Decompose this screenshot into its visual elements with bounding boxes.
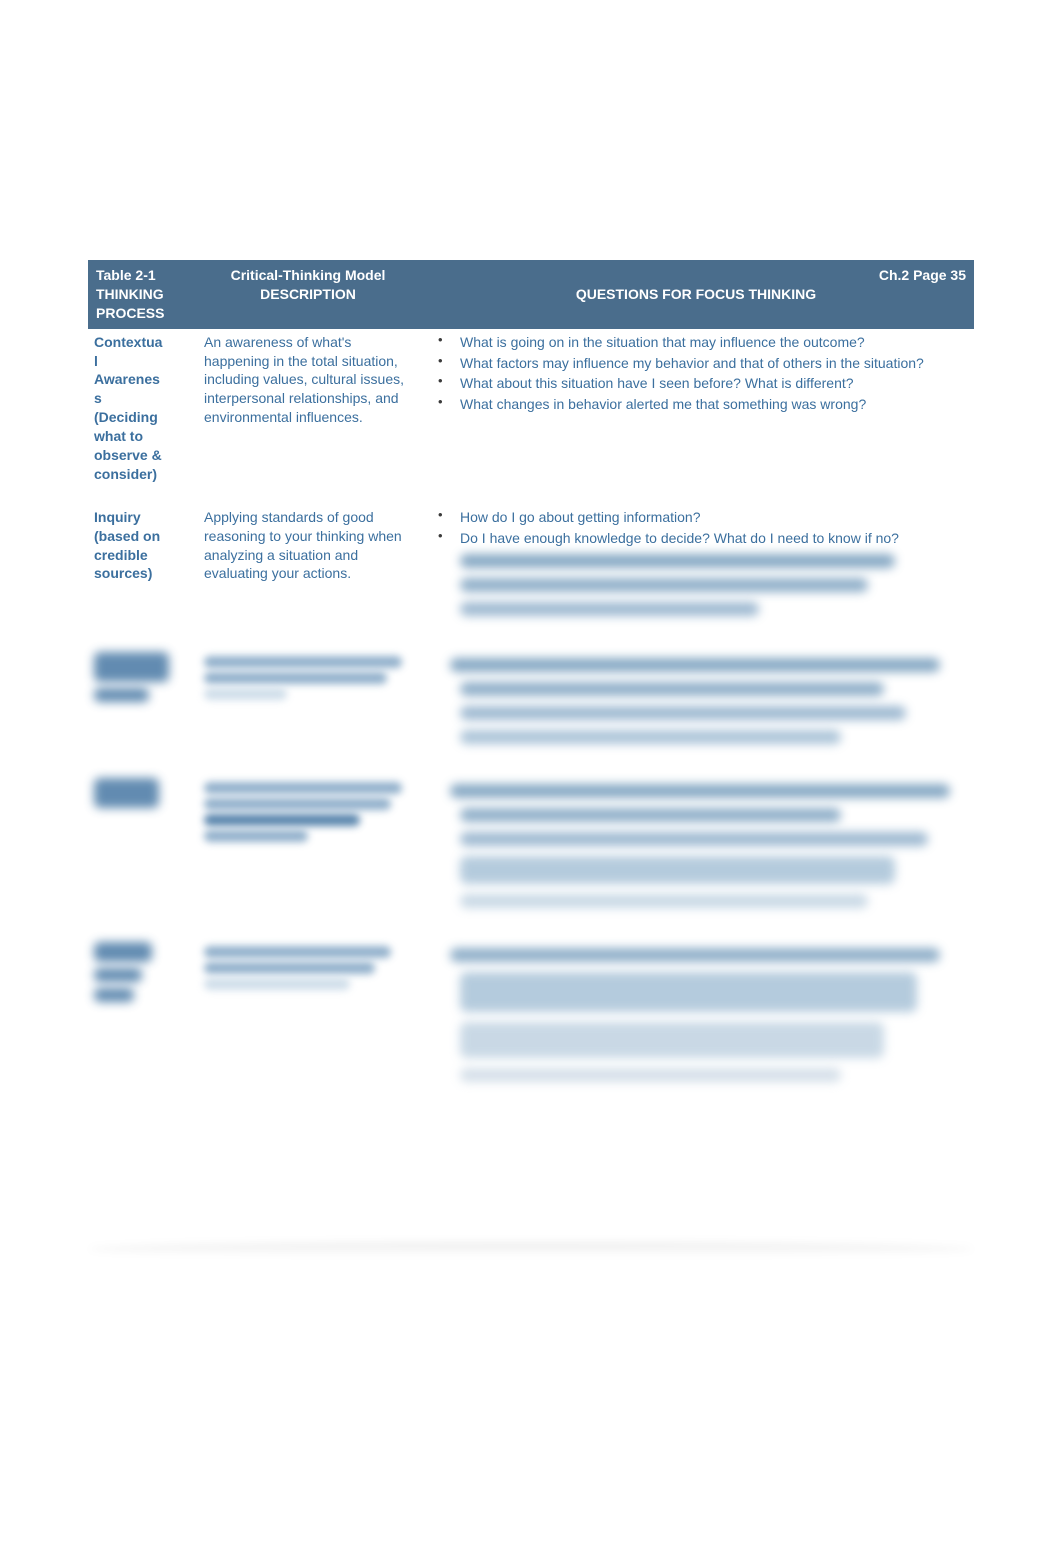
- blurred-content: [460, 808, 841, 822]
- table-row-blurred: [88, 646, 974, 772]
- list-item: What changes in behavior alerted me that…: [432, 395, 968, 414]
- list-item: What about this situation have I seen be…: [432, 374, 968, 393]
- cell-description: Applying standards of good reasoning to …: [198, 504, 418, 646]
- cell-description-blurred: [198, 646, 418, 772]
- cell-questions: What is going on in the situation that m…: [418, 329, 974, 504]
- table-header-row: Table 2-1 THINKING PROCESS Critical-Thin…: [88, 260, 974, 329]
- blurred-content: [460, 706, 906, 720]
- process-text: Inquiry(based oncrediblesources): [94, 509, 160, 582]
- cell-questions-blurred: [418, 936, 974, 1110]
- list-item: Do I have enough knowledge to decide? Wh…: [432, 529, 968, 548]
- table-body: ContextualAwareness(Decidingwhat toobser…: [88, 329, 974, 1110]
- blurred-content: [94, 778, 159, 808]
- cell-questions-blurred: [418, 772, 974, 936]
- header-questions: Ch.2 Page 35 QUESTIONS FOR FOCUS THINKIN…: [418, 260, 974, 329]
- cell-process-blurred: [88, 646, 198, 772]
- blurred-content: [460, 972, 917, 1012]
- list-item: How do I go about getting information?: [432, 508, 968, 527]
- table-row: ContextualAwareness(Decidingwhat toobser…: [88, 329, 974, 504]
- cell-process: ContextualAwareness(Decidingwhat toobser…: [88, 329, 198, 504]
- cell-process-blurred: [88, 936, 198, 1110]
- blurred-content: [450, 658, 940, 672]
- header-line: THINKING: [96, 286, 164, 302]
- blurred-content: [204, 782, 402, 794]
- blurred-content: [450, 784, 950, 798]
- blurred-content: [94, 652, 169, 682]
- list-item: What is going on in the situation that m…: [432, 333, 968, 352]
- cell-process-blurred: [88, 772, 198, 936]
- blurred-content: [460, 730, 841, 744]
- table-row-blurred: [88, 772, 974, 936]
- question-list: What is going on in the situation that m…: [424, 333, 968, 415]
- cell-description-blurred: [198, 772, 418, 936]
- blurred-content: [94, 688, 149, 702]
- blurred-content: [94, 942, 152, 962]
- blurred-content: [204, 656, 402, 668]
- blurred-content: [204, 798, 391, 810]
- cell-description: An awareness of what's happening in the …: [198, 329, 418, 504]
- question-list: How do I go about getting information? D…: [424, 508, 968, 548]
- table-row-blurred: [88, 936, 974, 1110]
- header-line: Critical-Thinking Model: [231, 267, 386, 283]
- blurred-content: [94, 988, 134, 1002]
- cell-questions: How do I go about getting information? D…: [418, 504, 974, 646]
- document-page: Table 2-1 THINKING PROCESS Critical-Thin…: [0, 0, 1062, 1556]
- blurred-content: [460, 578, 868, 592]
- header-line: PROCESS: [96, 305, 164, 321]
- blurred-content: [204, 830, 308, 842]
- blurred-content: [204, 978, 350, 990]
- table-bottom-shadow: [88, 1242, 974, 1256]
- cell-description-blurred: [198, 936, 418, 1110]
- blurred-content: [460, 1068, 841, 1082]
- blurred-content: [460, 682, 884, 696]
- header-line: DESCRIPTION: [260, 286, 356, 302]
- blurred-content: [460, 554, 895, 568]
- process-text: ContextualAwareness(Decidingwhat toobser…: [94, 334, 162, 482]
- blurred-content: [460, 856, 895, 884]
- table-row: Inquiry(based oncrediblesources) Applyin…: [88, 504, 974, 646]
- cell-process: Inquiry(based oncrediblesources): [88, 504, 198, 646]
- blurred-content: [204, 814, 360, 826]
- header-questions-sub: QUESTIONS FOR FOCUS THINKING: [426, 285, 966, 304]
- blurred-content: [460, 602, 759, 616]
- header-page-ref: Ch.2 Page 35: [879, 267, 966, 283]
- header-thinking-process: Table 2-1 THINKING PROCESS: [88, 260, 198, 329]
- list-item: What factors may influence my behavior a…: [432, 354, 968, 373]
- blurred-content: [204, 688, 287, 700]
- blurred-content: [460, 1022, 884, 1058]
- blurred-content: [204, 946, 391, 958]
- blurred-content: [460, 894, 868, 908]
- blurred-content: [94, 968, 142, 982]
- cell-questions-blurred: [418, 646, 974, 772]
- critical-thinking-table: Table 2-1 THINKING PROCESS Critical-Thin…: [88, 260, 974, 1110]
- blurred-content: [204, 962, 375, 974]
- blurred-content: [204, 672, 387, 684]
- header-description: Critical-Thinking Model DESCRIPTION: [198, 260, 418, 329]
- header-line: Table 2-1: [96, 267, 156, 283]
- blurred-content: [460, 832, 928, 846]
- blurred-content: [450, 948, 940, 962]
